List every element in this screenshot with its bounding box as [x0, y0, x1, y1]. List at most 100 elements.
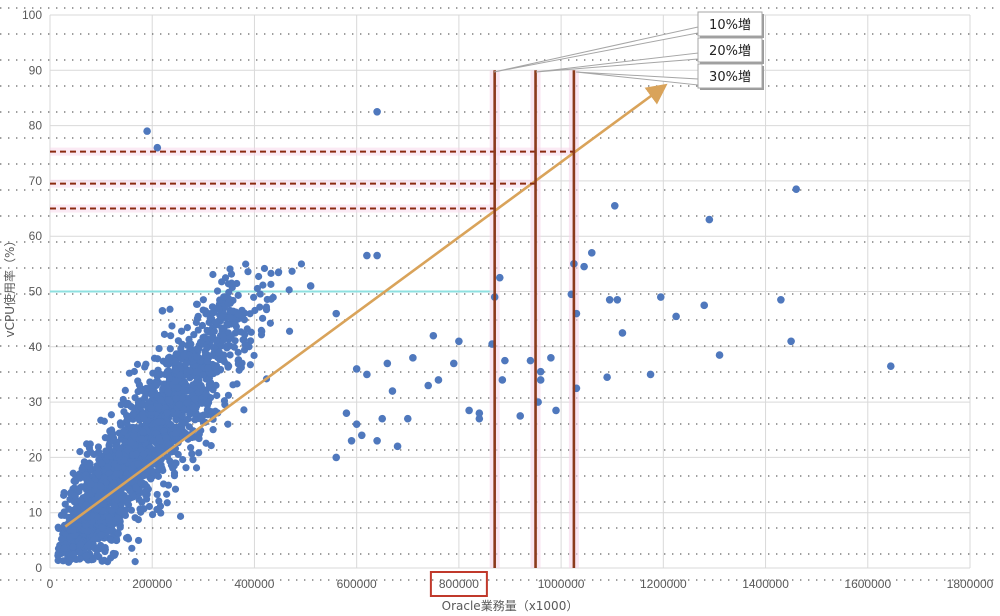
data-point	[163, 490, 171, 498]
data-point	[127, 506, 135, 514]
data-point	[153, 143, 162, 152]
y-tick-label: 70	[29, 174, 43, 188]
data-point	[455, 337, 463, 346]
data-point	[94, 469, 102, 477]
data-point	[195, 430, 203, 438]
data-point	[122, 534, 131, 542]
data-point	[171, 485, 180, 493]
x-axis-ticks: 0 200000 400000 600000 800000 1000000 1200000 1…	[47, 571, 994, 597]
data-point	[55, 524, 63, 533]
data-point	[82, 492, 91, 500]
data-point	[285, 327, 294, 335]
data-point	[147, 475, 155, 483]
data-point	[255, 272, 263, 281]
data-point	[234, 360, 242, 368]
data-point	[172, 366, 180, 374]
data-point	[610, 201, 619, 210]
x-tick-label: 800000	[439, 577, 479, 591]
data-point	[220, 324, 228, 333]
data-point	[154, 472, 162, 480]
data-point	[342, 409, 351, 417]
data-point	[144, 485, 152, 493]
data-point	[552, 406, 560, 415]
data-point	[114, 529, 122, 538]
data-point	[184, 415, 192, 423]
data-point	[116, 523, 124, 531]
x-tick-label: 0	[47, 577, 54, 591]
data-point	[253, 284, 261, 293]
data-point	[100, 556, 108, 564]
data-point	[156, 370, 165, 378]
data-point	[137, 479, 145, 487]
y-tick-label: 10	[29, 506, 43, 520]
data-point	[202, 390, 210, 398]
data-point	[140, 450, 148, 458]
data-point	[260, 264, 269, 273]
x-tick-highlight-box	[429, 571, 488, 597]
data-point	[219, 332, 227, 341]
data-point	[285, 286, 293, 294]
data-point	[87, 480, 95, 488]
data-point	[166, 305, 174, 313]
data-point	[162, 434, 170, 442]
data-point	[378, 414, 387, 423]
data-point	[213, 391, 221, 400]
data-point	[219, 293, 228, 301]
data-point	[104, 469, 113, 477]
data-point	[516, 412, 525, 420]
data-point	[199, 296, 207, 304]
data-point	[189, 456, 197, 464]
data-point	[177, 345, 185, 353]
data-point	[93, 551, 101, 559]
data-point	[132, 424, 140, 432]
data-point	[148, 510, 157, 519]
data-point	[332, 453, 341, 462]
data-point	[618, 329, 627, 337]
data-point	[536, 367, 545, 376]
data-point	[580, 262, 588, 271]
data-point	[54, 556, 62, 565]
data-point	[297, 260, 306, 268]
data-point	[177, 327, 186, 335]
data-point	[132, 483, 140, 492]
data-point	[172, 357, 180, 365]
data-point	[160, 427, 168, 435]
x-tick-label: 1400000	[742, 577, 789, 591]
data-point	[215, 348, 223, 356]
data-point	[209, 270, 217, 279]
trend-arrow	[64, 83, 668, 528]
data-point	[363, 370, 371, 379]
data-point	[189, 404, 197, 412]
data-point	[373, 107, 381, 116]
data-point	[121, 511, 130, 520]
data-point	[197, 338, 205, 346]
data-point	[700, 301, 709, 310]
data-point	[70, 550, 78, 558]
data-point	[262, 306, 271, 314]
data-point	[210, 344, 218, 352]
data-point	[140, 415, 149, 423]
data-point	[227, 279, 236, 287]
data-point	[155, 344, 163, 353]
data-point	[174, 450, 182, 459]
data-point	[134, 536, 143, 545]
data-point	[157, 509, 165, 517]
data-point	[165, 374, 174, 382]
data-point	[212, 381, 220, 389]
data-point	[160, 330, 169, 338]
data-point	[89, 541, 97, 549]
data-point	[388, 387, 397, 395]
data-point	[105, 514, 113, 522]
x-tick-label: 600000	[337, 577, 377, 591]
data-point	[229, 307, 237, 315]
data-point	[178, 394, 186, 403]
data-point	[115, 450, 123, 458]
data-point	[153, 380, 161, 388]
data-point	[242, 260, 250, 268]
data-point	[403, 414, 412, 423]
data-point	[97, 482, 105, 491]
data-point	[187, 340, 195, 348]
data-point	[176, 426, 184, 434]
dotted-background-grid	[0, 7, 1000, 581]
data-point	[183, 324, 192, 332]
